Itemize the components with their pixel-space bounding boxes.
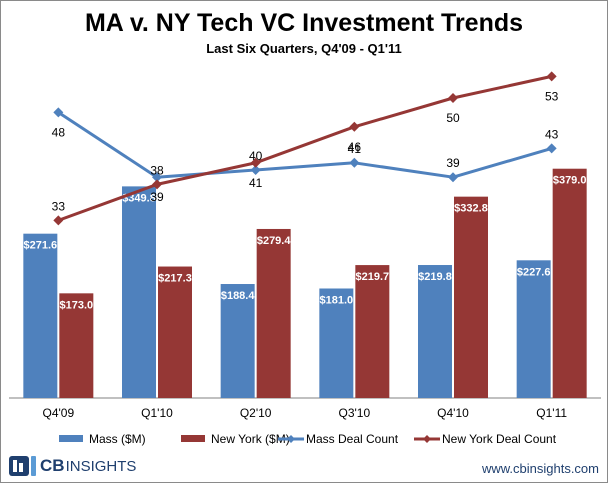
- cb-insights-logo: CB INSIGHTS: [9, 453, 136, 479]
- legend-marker-2: [287, 435, 295, 443]
- bar-mass-2: [220, 284, 255, 398]
- point-new-york-deal-count-1: [152, 179, 162, 190]
- label-mass-deal-count-2: 40: [249, 149, 263, 163]
- point-mass-deal-count-1: [152, 172, 162, 183]
- bar-new-york-1: [158, 266, 192, 398]
- cb-insights-logo-icon: [9, 456, 36, 476]
- label-mass-deal-count-0: 48: [52, 125, 66, 139]
- point-new-york-deal-count-5: [546, 71, 557, 82]
- label-new-york-deal-count-4: 50: [446, 111, 460, 125]
- bar-mass-3: [319, 288, 354, 398]
- bar-label-new-york-5: $379.0: [553, 175, 587, 187]
- bar-new-york-3: [355, 265, 390, 398]
- bar-new-york-5: [552, 168, 587, 398]
- line-new-york-deal-count: [57, 74, 552, 222]
- point-mass-deal-count-5: [546, 143, 557, 154]
- point-mass-deal-count-2: [250, 165, 261, 175]
- label-mass-deal-count-5: 43: [545, 127, 559, 141]
- x-tick-label-5: Q1'11: [536, 406, 567, 420]
- point-mass-deal-count-3: [349, 157, 360, 168]
- chart-subtitle: Last Six Quarters, Q4'09 - Q1'11: [206, 41, 402, 56]
- label-new-york-deal-count-2: 41: [249, 176, 263, 190]
- chart-title: MA v. NY Tech VC Investment Trends: [84, 9, 524, 37]
- bar-label-mass-5: $227.6: [517, 266, 551, 278]
- bar-mass-5: [516, 260, 551, 398]
- bar-new-york-0: [59, 293, 94, 398]
- label-mass-deal-count-4: 39: [446, 156, 460, 170]
- bar-mass-1: [122, 186, 156, 398]
- x-tick-label-1: Q1'10: [141, 406, 173, 420]
- legend-swatch-0: [59, 435, 83, 442]
- logo-insights-text: INSIGHTS: [65, 457, 137, 475]
- legend-swatch-1: [181, 435, 205, 442]
- point-mass-deal-count-0: [53, 107, 64, 118]
- legend-label-1: New York ($M): [211, 432, 290, 446]
- bar-label-mass-3: $181.0: [320, 294, 354, 306]
- point-new-york-deal-count-2: [250, 157, 261, 168]
- bar-label-new-york-1: $217.3: [158, 273, 192, 285]
- label-new-york-deal-count-3: 46: [348, 140, 362, 154]
- x-tick-label-3: Q3'10: [339, 406, 371, 420]
- label-new-york-deal-count-5: 53: [545, 89, 559, 103]
- bar-label-new-york-4: $332.8: [454, 203, 488, 215]
- chart-plot: $271.6$173.0Q4'09$349.8$217.3Q1'10$188.4…: [9, 71, 601, 446]
- website-url: www.cbinsights.com: [481, 461, 599, 476]
- label-mass-deal-count-1: 39: [150, 190, 164, 204]
- point-mass-deal-count-4: [448, 172, 458, 183]
- label-new-york-deal-count-1: 38: [150, 163, 164, 177]
- bar-mass-4: [418, 265, 452, 398]
- bar-new-york-2: [256, 228, 291, 398]
- label-mass-deal-count-3: 41: [348, 142, 362, 156]
- logo-cb-text: CB: [40, 456, 65, 475]
- bar-label-new-york-2: $279.4: [257, 235, 292, 247]
- legend-label-3: New York Deal Count: [442, 432, 557, 446]
- x-tick-label-0: Q4'09: [43, 406, 75, 420]
- x-tick-label-2: Q2'10: [240, 406, 272, 420]
- line-mass-deal-count: [57, 111, 553, 179]
- bar-label-new-york-0: $173.0: [60, 299, 94, 311]
- bar-label-mass-2: $188.4: [221, 290, 256, 302]
- point-new-york-deal-count-0: [53, 215, 64, 226]
- bar-new-york-4: [454, 196, 488, 398]
- bar-label-mass-4: $219.8: [418, 271, 452, 283]
- x-tick-label-4: Q4'10: [437, 406, 469, 420]
- bar-label-mass-0: $271.6: [24, 240, 58, 252]
- point-new-york-deal-count-4: [448, 93, 458, 103]
- bar-mass-0: [23, 233, 58, 398]
- label-new-york-deal-count-0: 33: [52, 199, 66, 213]
- point-new-york-deal-count-3: [349, 121, 360, 132]
- legend-marker-3: [423, 435, 431, 443]
- legend-label-2: Mass Deal Count: [306, 432, 399, 446]
- bar-label-new-york-3: $219.7: [356, 271, 390, 283]
- legend-label-0: Mass ($M): [89, 432, 146, 446]
